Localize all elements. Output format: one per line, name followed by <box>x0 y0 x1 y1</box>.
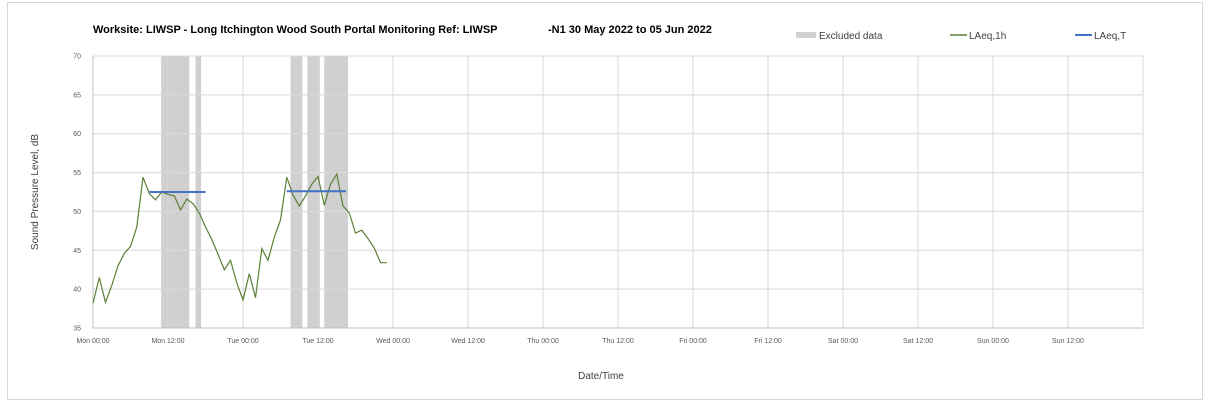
y-tick-label-65: 65 <box>73 92 81 99</box>
legend-excluded-label: Excluded data <box>819 31 883 42</box>
x-tick-label-1: Mon 12:00 <box>151 338 184 345</box>
x-tick-label-11: Sat 12:00 <box>903 338 933 345</box>
chart-frame <box>7 2 1203 400</box>
x-tick-label-12: Sun 00:00 <box>977 338 1009 345</box>
x-tick-label-4: Wed 00:00 <box>376 338 410 345</box>
series-lines <box>92 172 387 305</box>
x-tick-label-10: Sat 00:00 <box>828 338 858 345</box>
y-tick-label-35: 35 <box>73 326 81 333</box>
x-tick-label-8: Fri 00:00 <box>679 338 707 345</box>
y-tick-label-70: 70 <box>73 54 81 61</box>
legend: Excluded data LAeq,1h LAeq,T <box>796 31 1126 42</box>
y-tick-label-45: 45 <box>73 248 81 255</box>
x-tick-label-9: Fri 12:00 <box>754 338 782 345</box>
y-tick-label-50: 50 <box>73 209 81 216</box>
chart-title-suffix: -N1 30 May 2022 to 05 Jun 2022 <box>548 24 712 36</box>
y-axis-label: Sound Pressure Level, dB <box>30 134 41 251</box>
x-tick-label-0: Mon 00:00 <box>76 338 109 345</box>
legend-excluded-swatch <box>796 32 816 38</box>
x-tick-label-5: Wed 12:00 <box>451 338 485 345</box>
x-tick-label-2: Tue 00:00 <box>227 338 258 345</box>
y-tick-label-60: 60 <box>73 131 81 138</box>
x-tick-labels: Mon 00:00 Mon 12:00 Tue 00:00 Tue 12:00 Wed … <box>76 338 1084 345</box>
chart-title: Worksite: LIWSP - Long Itchington Wood S… <box>93 24 498 36</box>
y-tick-labels: 35 40 45 50 55 60 65 70 <box>73 54 81 333</box>
x-axis-label: Date/Time <box>578 371 624 382</box>
x-tick-label-7: Thu 12:00 <box>602 338 634 345</box>
x-tick-label-13: Sun 12:00 <box>1052 338 1084 345</box>
legend-laeq1h-label: LAeq,1h <box>969 31 1006 42</box>
series-laeq1h-line <box>92 172 387 305</box>
y-tick-label-55: 55 <box>73 170 81 177</box>
legend-laeqt-label: LAeq,T <box>1094 31 1126 42</box>
gridlines <box>92 55 1144 329</box>
y-tick-label-40: 40 <box>73 287 81 294</box>
x-tick-label-6: Thu 00:00 <box>527 338 559 345</box>
x-tick-label-3: Tue 12:00 <box>302 338 333 345</box>
